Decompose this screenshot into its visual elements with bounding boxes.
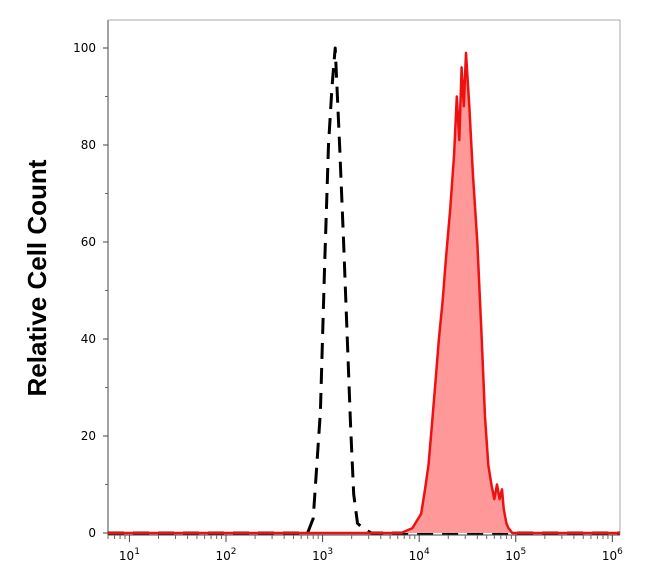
y-tick-label-20: 20 — [81, 429, 96, 443]
y-tick-label-40: 40 — [81, 332, 96, 346]
ticks-layer: 0 20 40 60 80 100 101 102 103 104 105 106 — [73, 41, 623, 563]
series-1-line — [108, 46, 620, 535]
x-tick-label-2: 102 — [216, 547, 237, 563]
x-tick-exponent: 6 — [617, 547, 623, 557]
y-tick-label-0: 0 — [88, 526, 96, 540]
y-tick-label-60: 60 — [81, 235, 96, 249]
x-tick-exponent: 1 — [134, 547, 140, 557]
y-tick-label-80: 80 — [81, 138, 96, 152]
x-tick-label-1: 101 — [119, 547, 140, 563]
x-tick-label-3: 103 — [312, 547, 333, 563]
x-tick-label-4: 104 — [409, 547, 430, 563]
series-2-fill — [108, 52, 620, 534]
series-layer — [108, 46, 620, 535]
y-axis-label: Relative Cell Count — [22, 159, 52, 396]
series-2-line — [108, 51, 620, 535]
x-tick-exponent: 4 — [424, 547, 430, 557]
x-tick-label-6: 106 — [602, 547, 623, 563]
x-tick-label-5: 105 — [505, 547, 526, 563]
plot-frame — [107, 19, 621, 536]
x-tick-exponent: 5 — [521, 547, 527, 557]
x-tick-exponent: 3 — [327, 547, 333, 557]
y-tick-label-100: 100 — [73, 41, 96, 55]
x-tick-exponent: 2 — [231, 547, 237, 557]
